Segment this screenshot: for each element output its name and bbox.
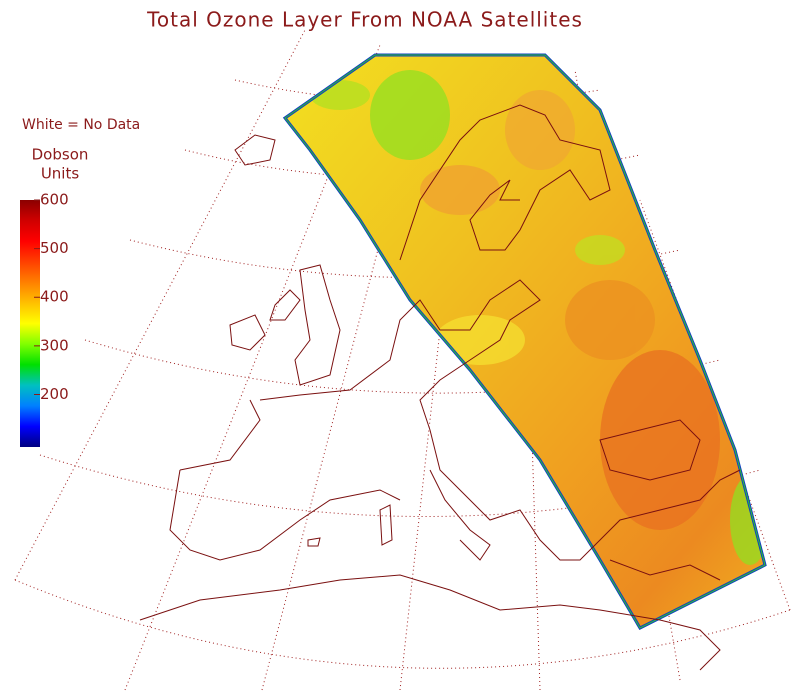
colorbar-label: Units (41, 165, 80, 183)
colorbar-scale (20, 200, 40, 447)
colorbar-tick-label: 400 (40, 288, 69, 306)
ozone-swath (282, 53, 767, 630)
colorbar-tick-label: 300 (40, 336, 69, 354)
colorbar-tick-label: 200 (40, 385, 69, 403)
colorbar-tick-label: 500 (40, 239, 69, 257)
colorbar-label: Dobson (32, 146, 89, 164)
no-data-note: White = No Data (22, 117, 140, 133)
coastlines (139, 104, 741, 671)
map-title: Total Ozone Layer From NOAA Satellites (146, 8, 583, 32)
colorbar-tick-label: 600 (40, 191, 69, 209)
